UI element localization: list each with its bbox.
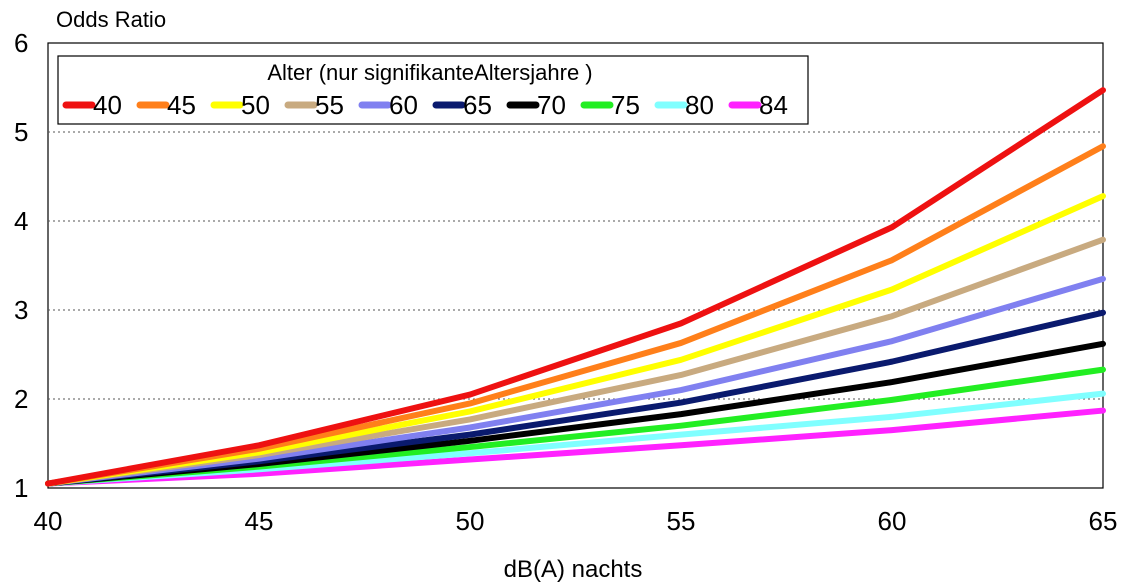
y-tick-label: 5 [14,117,28,147]
y-tick-label: 6 [14,28,28,58]
gridlines [48,131,1103,400]
legend-item-45: 45 [136,90,196,120]
series-line-50 [45,193,1106,487]
x-tick-label: 50 [456,506,485,536]
legend-item-84: 84 [728,90,788,120]
legend-item-40: 40 [62,90,122,120]
legend-item-60: 60 [358,90,418,120]
legend-label: 60 [389,90,418,120]
legend-items: 40 45 50 55 60 65 70 75 80 84 [62,90,788,120]
plot-area-border [47,42,1104,489]
x-tick-label: 55 [667,506,696,536]
legend-label: 55 [315,90,344,120]
x-tick-labels: 40 45 50 55 60 65 [34,506,1118,536]
legend-item-75: 75 [580,90,640,120]
plot-frame [47,42,1104,489]
y-tick-labels: 1 2 3 4 5 6 [14,28,28,503]
legend-label: 80 [685,90,714,120]
series-line-45 [45,143,1106,487]
legend: Alter (nur signifikanteAltersjahre ) 40 4… [57,55,809,125]
series-line-84 [45,407,1106,487]
legend-item-50: 50 [210,90,270,120]
legend-label: 50 [241,90,270,120]
y-tick-label: 4 [14,206,28,236]
legend-item-65: 65 [432,90,492,120]
legend-item-70: 70 [506,90,566,120]
x-tick-label: 45 [245,506,274,536]
legend-label: 45 [167,90,196,120]
x-axis-label: dB(A) nachts [504,556,643,583]
y-tick-label: 2 [14,384,28,414]
legend-label: 65 [463,90,492,120]
legend-box [57,55,809,125]
x-tick-label: 60 [878,506,907,536]
x-tick-label: 65 [1089,506,1118,536]
legend-item-80: 80 [654,90,714,120]
legend-label: 75 [611,90,640,120]
x-tick-label: 40 [34,506,63,536]
chart-title: Odds Ratio [56,7,166,32]
y-tick-label: 3 [14,295,28,325]
series-layer [45,87,1106,487]
legend-label: 70 [537,90,566,120]
legend-label: 84 [759,90,788,120]
series-line-40 [45,87,1106,487]
y-tick-label: 1 [14,473,28,503]
legend-item-55: 55 [284,90,344,120]
legend-label: 40 [93,90,122,120]
legend-title: Alter (nur signifikanteAltersjahre ) [267,60,592,85]
